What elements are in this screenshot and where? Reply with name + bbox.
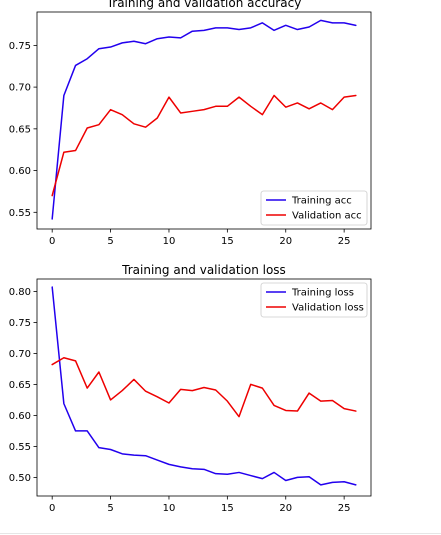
- x-tick-label: 10: [163, 503, 176, 514]
- legend-label-training: Training loss: [291, 288, 354, 299]
- y-tick-label: 0.75: [9, 318, 31, 329]
- x-tick-label: 20: [279, 503, 292, 514]
- y-tick-label: 0.60: [9, 411, 31, 422]
- y-tick-label: 0.55: [9, 442, 31, 453]
- x-tick-label: 0: [49, 503, 55, 514]
- y-tick-label: 0.55: [9, 208, 31, 219]
- y-tick-label: 0.50: [9, 473, 31, 484]
- x-tick-label: 0: [49, 236, 55, 247]
- chart-accuracy: Training and validation accuracy 0 5 10 15 20…: [9, 0, 372, 247]
- legend-label-validation: Validation acc: [292, 211, 362, 222]
- legend-label-validation: Validation loss: [292, 303, 364, 314]
- legend-box: [260, 282, 368, 318]
- chart-title: Training and validation accuracy: [106, 0, 302, 10]
- y-tick-label: 0.75: [9, 41, 31, 52]
- x-tick-label: 15: [221, 236, 234, 247]
- legend-box: [260, 190, 368, 226]
- legend: Training loss Validation loss: [260, 282, 368, 318]
- y-tick-label: 0.70: [9, 349, 31, 360]
- legend: Training acc Validation acc: [260, 190, 368, 226]
- x-tick-label: 15: [221, 503, 234, 514]
- y-tick-label: 0.60: [9, 166, 31, 177]
- legend-label-training: Training acc: [291, 196, 352, 207]
- x-tick-label: 5: [107, 236, 113, 247]
- x-tick-label: 25: [338, 236, 351, 247]
- x-tick-label: 10: [163, 236, 176, 247]
- plot-frame: [36, 11, 372, 230]
- series-line-validation: [51, 356, 357, 418]
- chart-title: Training and validation loss: [121, 263, 286, 277]
- x-tick-label: 5: [107, 503, 113, 514]
- plot-frame: [36, 278, 372, 497]
- series-line-training: [51, 286, 357, 486]
- y-tick-label: 0.70: [9, 83, 31, 94]
- y-tick-label: 0.80: [9, 287, 31, 298]
- series-line-validation: [51, 94, 357, 197]
- series-line-training: [51, 19, 357, 220]
- x-tick-label: 20: [279, 236, 292, 247]
- divider: [0, 533, 441, 534]
- x-tick-label: 25: [338, 503, 351, 514]
- chart-loss: Training and validation loss 0 5 10 15 20 25 0.…: [9, 263, 372, 514]
- y-tick-label: 0.65: [9, 380, 31, 391]
- y-tick-label: 0.65: [9, 124, 31, 135]
